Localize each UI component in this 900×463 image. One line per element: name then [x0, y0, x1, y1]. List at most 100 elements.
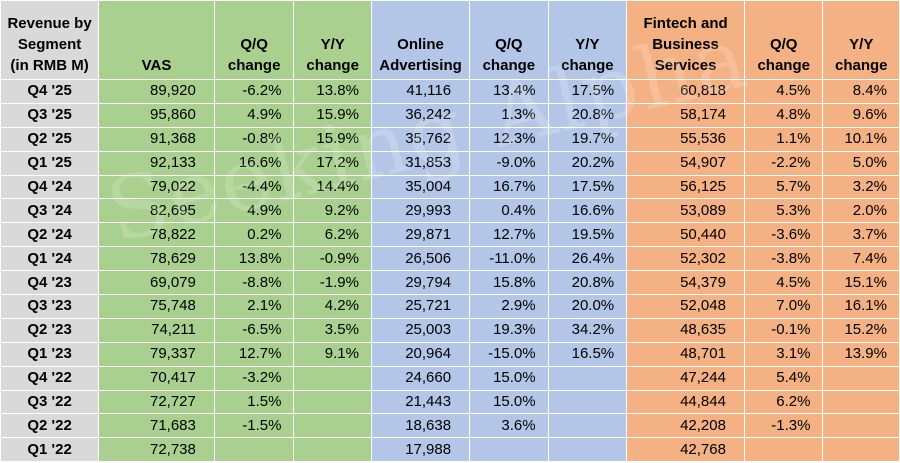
- cell-advertising-qq: 2.9%: [469, 294, 549, 319]
- cell-vas-yy: 9.1%: [293, 341, 372, 367]
- header-advertising-qq: Q/Q change: [469, 0, 549, 80]
- cell-fintech: 54,907: [626, 150, 745, 176]
- cell-advertising-qq: 3.6%: [469, 413, 549, 439]
- table-row: Q3 '22 72,727 1.5% 21,443 15.0% 44,844 6.2%: [0, 389, 900, 415]
- cell-fintech-yy: 3.2%: [822, 174, 900, 200]
- cell-vas: 78,822: [98, 222, 215, 248]
- cell-vas: 70,417: [98, 365, 215, 391]
- cell-period: Q4 '22: [0, 365, 100, 391]
- cell-period: Q1 '24: [0, 246, 100, 272]
- cell-advertising-qq: 12.3%: [469, 126, 549, 152]
- header-vas-qq: Q/Q change: [213, 0, 295, 80]
- cell-period: Q3 '22: [0, 389, 100, 415]
- cell-fintech-yy: [822, 365, 900, 391]
- cell-advertising-yy: [547, 389, 628, 415]
- cell-advertising: 24,660: [370, 365, 471, 391]
- header-vas: VAS: [98, 0, 215, 80]
- cell-vas-qq: 2.1%: [213, 294, 295, 319]
- cell-advertising: 36,242: [370, 102, 471, 128]
- cell-advertising-qq: -9.0%: [469, 150, 549, 176]
- table-row: Q4 '23 69,079 -8.8% -1.9% 29,794 15.8% 20.8% 54…: [0, 270, 900, 296]
- table-row: Q1 '23 79,337 12.7% 9.1% 20,964 -15.0% 16.5% 48…: [0, 341, 900, 367]
- cell-vas-yy: 15.9%: [293, 126, 372, 152]
- cell-vas-yy: 17.2%: [293, 150, 372, 176]
- table-row: Q3 '23 75,748 2.1% 4.2% 25,721 2.9% 20.0% 52,04…: [0, 294, 900, 319]
- cell-fintech-yy: 5.0%: [822, 150, 900, 176]
- cell-advertising-yy: 20.8%: [547, 102, 628, 128]
- cell-advertising-qq: 12.7%: [469, 222, 549, 248]
- cell-vas: 82,695: [98, 198, 215, 224]
- cell-vas: 79,337: [98, 341, 215, 367]
- cell-vas-yy: 4.2%: [293, 294, 372, 319]
- cell-advertising: 29,794: [370, 270, 471, 296]
- cell-fintech-yy: [822, 437, 900, 463]
- cell-fintech-qq: 6.2%: [743, 389, 824, 415]
- header-fintech-yy: Y/Y change: [822, 0, 900, 80]
- cell-advertising-yy: [547, 413, 628, 439]
- cell-advertising-qq: 1.3%: [469, 102, 549, 128]
- cell-fintech-yy: 16.1%: [822, 294, 900, 319]
- cell-vas-qq: 12.7%: [213, 341, 295, 367]
- cell-period: Q1 '22: [0, 437, 100, 463]
- header-advertising: Online Advertising: [370, 0, 471, 80]
- cell-vas-qq: -6.2%: [213, 79, 295, 104]
- table-row: Q2 '24 78,822 0.2% 6.2% 29,871 12.7% 19.5% 50,4…: [0, 222, 900, 248]
- cell-fintech: 50,440: [626, 222, 745, 248]
- cell-fintech-yy: 13.9%: [822, 341, 900, 367]
- cell-vas: 71,683: [98, 413, 215, 439]
- cell-fintech: 52,048: [626, 294, 745, 319]
- cell-fintech-yy: 3.7%: [822, 222, 900, 248]
- table-row: Q2 '22 71,683 -1.5% 18,638 3.6% 42,208 -1.3%: [0, 413, 900, 439]
- cell-fintech-yy: [822, 389, 900, 415]
- cell-advertising-yy: 20.8%: [547, 270, 628, 296]
- cell-vas-qq: 1.5%: [213, 389, 295, 415]
- cell-advertising-qq: -11.0%: [469, 246, 549, 272]
- cell-fintech-yy: 15.1%: [822, 270, 900, 296]
- cell-vas: 78,629: [98, 246, 215, 272]
- cell-vas-qq: -0.8%: [213, 126, 295, 152]
- cell-advertising: 25,721: [370, 294, 471, 319]
- cell-advertising: 41,116: [370, 79, 471, 104]
- cell-vas-yy: 6.2%: [293, 222, 372, 248]
- cell-fintech-yy: [822, 413, 900, 439]
- table-row: Q1 '22 72,738 17,988 42,768: [0, 437, 900, 463]
- header-fintech-qq: Q/Q change: [743, 0, 824, 80]
- cell-vas-yy: -1.9%: [293, 270, 372, 296]
- cell-fintech-qq: 7.0%: [743, 294, 824, 319]
- cell-fintech-yy: 10.1%: [822, 126, 900, 152]
- table-row: Q3 '24 82,695 4.9% 9.2% 29,993 0.4% 16.6% 53,08…: [0, 198, 900, 224]
- cell-fintech: 42,208: [626, 413, 745, 439]
- cell-fintech: 42,768: [626, 437, 745, 463]
- cell-fintech-qq: 5.7%: [743, 174, 824, 200]
- cell-fintech-qq: -0.1%: [743, 317, 824, 343]
- cell-vas-qq: [213, 437, 295, 463]
- cell-advertising-qq: 0.4%: [469, 198, 549, 224]
- header-row: Revenue by Segment (in RMB M) VAS Q/Q ch…: [0, 0, 900, 80]
- table-row: Q4 '22 70,417 -3.2% 24,660 15.0% 47,244 5.4%: [0, 365, 900, 391]
- cell-fintech: 60,818: [626, 79, 745, 104]
- cell-advertising-qq: 15.8%: [469, 270, 549, 296]
- cell-vas-qq: 4.9%: [213, 198, 295, 224]
- cell-vas-qq: -1.5%: [213, 413, 295, 439]
- cell-vas-qq: -8.8%: [213, 270, 295, 296]
- cell-period: Q4 '23: [0, 270, 100, 296]
- cell-fintech: 53,089: [626, 198, 745, 224]
- table-row: Q4 '24 79,022 -4.4% 14.4% 35,004 16.7% 17.5% 56…: [0, 174, 900, 200]
- cell-vas-yy: -0.9%: [293, 246, 372, 272]
- table-row: Q3 '25 95,860 4.9% 15.9% 36,242 1.3% 20.8% 58,1…: [0, 102, 900, 128]
- cell-fintech-qq: 5.4%: [743, 365, 824, 391]
- cell-fintech-yy: 15.2%: [822, 317, 900, 343]
- cell-advertising-qq: 16.7%: [469, 174, 549, 200]
- cell-advertising-qq: 13.4%: [469, 79, 549, 104]
- cell-advertising: 18,638: [370, 413, 471, 439]
- header-fintech: Fintech and Business Services: [626, 0, 745, 80]
- cell-vas-yy: [293, 365, 372, 391]
- cell-advertising-yy: 26.4%: [547, 246, 628, 272]
- cell-fintech-qq: -3.6%: [743, 222, 824, 248]
- cell-vas-yy: 13.8%: [293, 79, 372, 104]
- cell-advertising: 26,506: [370, 246, 471, 272]
- cell-period: Q3 '23: [0, 294, 100, 319]
- cell-period: Q1 '25: [0, 150, 100, 176]
- cell-advertising-yy: 17.5%: [547, 79, 628, 104]
- cell-period: Q4 '24: [0, 174, 100, 200]
